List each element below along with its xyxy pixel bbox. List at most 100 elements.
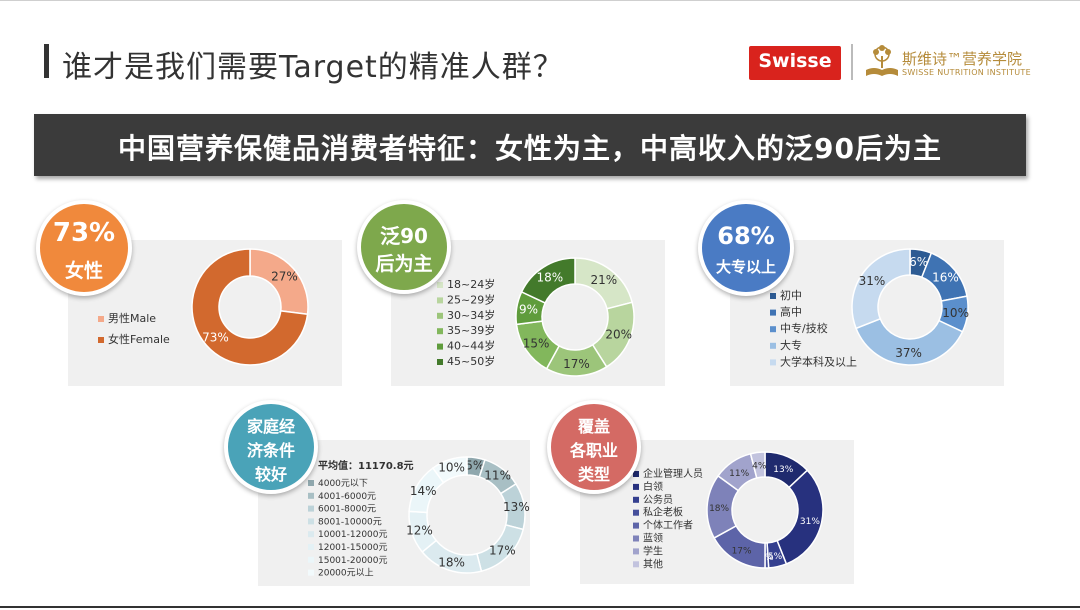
- income-legend-label: 10001-12000元: [318, 530, 388, 540]
- education-data-label: 16%: [932, 271, 959, 285]
- education-legend-label: 中专/技校: [780, 321, 828, 335]
- age-legend-swatch: [437, 359, 443, 365]
- gender-legend-swatch: [98, 316, 104, 322]
- age-legend-label: 35~39岁: [447, 323, 495, 337]
- income-data-label: 13%: [503, 500, 530, 514]
- income-legend-swatch: [308, 492, 314, 499]
- age-legend-label: 45~50岁: [447, 354, 495, 368]
- income-data-label: 10%: [438, 460, 465, 474]
- occupation-legend-label: 其他: [643, 557, 663, 570]
- income-legend-swatch: [308, 480, 314, 486]
- income-data-label: 11%: [484, 468, 511, 482]
- gender-badge-label: 女性: [64, 260, 103, 282]
- income-badge-line3: 较好: [254, 465, 287, 484]
- age-legend-swatch: [437, 282, 443, 288]
- education-legend-swatch: [770, 293, 776, 299]
- income-legend-label: 4001-6000元: [318, 492, 376, 502]
- education-legend-swatch: [770, 359, 776, 366]
- occupation-legend-swatch: [633, 522, 639, 529]
- income-legend-label: 6001-8000元: [318, 505, 376, 515]
- education-legend-label: 大学本科及以上: [780, 354, 857, 368]
- income-data-label: 17%: [489, 543, 516, 557]
- education-data-label: 6%: [909, 255, 928, 269]
- gender-data-label: 27%: [271, 270, 298, 284]
- gender-legend-swatch: [98, 337, 104, 343]
- age-legend-swatch: [437, 297, 443, 304]
- occupation-data-label: 11%: [729, 469, 749, 479]
- gender-slice: [191, 248, 309, 366]
- education-data-label: 37%: [895, 346, 922, 360]
- income-badge-line1: 家庭经: [246, 417, 295, 436]
- education-legend-swatch: [770, 326, 776, 333]
- income-legend-label: 12001-15000元: [318, 543, 388, 553]
- education-legend-label: 大专: [780, 338, 802, 352]
- age-data-label: 21%: [590, 273, 617, 287]
- education-badge-percent: 68%: [717, 222, 775, 250]
- education-legend-swatch: [770, 342, 776, 349]
- age-data-label: 20%: [605, 327, 632, 341]
- gender-legend-label: 男性Male: [108, 311, 156, 325]
- age-legend-swatch: [437, 328, 443, 335]
- occupation-slice: [749, 451, 766, 479]
- income-data-label: 14%: [410, 484, 437, 498]
- education-badge: 68% 大专以上: [698, 200, 794, 296]
- education-data-label: 10%: [942, 306, 969, 320]
- institute-logo: 斯维诗™营养学院 SWISSE NUTRITION INSTITUTE: [862, 42, 1052, 82]
- income-legend-swatch: [308, 544, 314, 550]
- occupation-legend-swatch: [633, 483, 639, 490]
- gender-badge-percent: 73%: [52, 218, 116, 248]
- age-legend-swatch: [437, 343, 443, 350]
- banner-text: 中国营养保健品消费者特征：女性为主，中高收入的泛90后为主: [118, 132, 942, 165]
- education-slice: [851, 248, 911, 330]
- education-legend-label: 初中: [780, 288, 802, 302]
- age-legend-label: 30~34岁: [447, 308, 495, 322]
- income-badge-line2: 济条件: [246, 441, 295, 460]
- education-data-label: 31%: [859, 274, 886, 288]
- page-title: 谁才是我们需要Target的精准人群？: [62, 50, 564, 85]
- title-accent-bar: [44, 44, 49, 78]
- occupation-data-label: 18%: [709, 504, 729, 514]
- gender-badge: 73% 女性: [36, 200, 132, 296]
- income-legend-swatch: [308, 556, 314, 563]
- income-chart: 5%11% 13% 17% 18% 12% 14%10% 4000元以下 4001-6000元…: [308, 456, 530, 579]
- occupation-badge-line3: 类型: [577, 465, 610, 484]
- age-badge: 泛90 后为主: [357, 200, 451, 294]
- occupation-legend-label: 学生: [643, 544, 663, 557]
- occupation-data-label: 31%: [800, 517, 820, 527]
- top-border-line: [0, 0, 1080, 1]
- occupation-legend-swatch: [633, 471, 639, 477]
- income-data-label: 5%: [465, 459, 484, 473]
- logo-divider: [851, 44, 853, 80]
- age-legend-label: 18~24岁: [447, 277, 495, 291]
- income-legend-swatch: [308, 531, 314, 538]
- occupation-legend-label: 白领: [643, 480, 663, 493]
- occupation-legend-swatch: [633, 496, 639, 503]
- education-legend-swatch: [770, 309, 776, 316]
- occupation-badge-line1: 覆盖: [577, 417, 610, 436]
- gender-chart: 27% 73% 男性Male 女性Female: [98, 248, 309, 366]
- age-legend-label: 40~44岁: [447, 339, 495, 353]
- income-legend-label: 20000元以上: [318, 568, 374, 579]
- age-data-label: 18%: [536, 270, 563, 284]
- occupation-data-label: 17%: [732, 547, 752, 557]
- occupation-legend-swatch: [633, 548, 639, 555]
- education-legend-label: 高中: [780, 305, 802, 319]
- occupation-legend-label: 个体工作者: [643, 520, 693, 532]
- occupation-legend-label: 私企老板: [643, 506, 683, 519]
- swisse-logo: Swisse: [749, 46, 841, 80]
- age-data-label: 17%: [563, 357, 590, 371]
- income-legend-label: 15001-20000元: [318, 556, 388, 566]
- institute-name-en: SWISSE NUTRITION INSTITUTE: [902, 68, 1031, 77]
- income-data-label: 12%: [406, 523, 433, 537]
- income-chart-title: 平均值：11170.8元: [318, 459, 414, 472]
- occupation-chart: 13% 31% 5%1% 17% 18% 11%4% 企业管理人员白领公务员私企老板个体工作…: [633, 451, 824, 570]
- gender-legend-label: 女性Female: [108, 332, 170, 346]
- education-slice: [855, 317, 964, 366]
- occupation-data-label: 5%: [768, 552, 783, 562]
- occupation-legend-swatch: [633, 561, 639, 568]
- institute-name: 斯维诗™营养学院: [902, 50, 1023, 68]
- education-badge-label: 大专以上: [715, 258, 776, 276]
